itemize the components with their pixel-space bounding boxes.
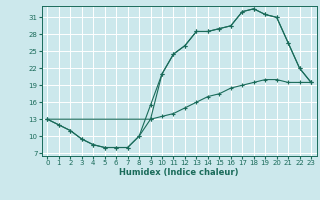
X-axis label: Humidex (Indice chaleur): Humidex (Indice chaleur) (119, 168, 239, 177)
